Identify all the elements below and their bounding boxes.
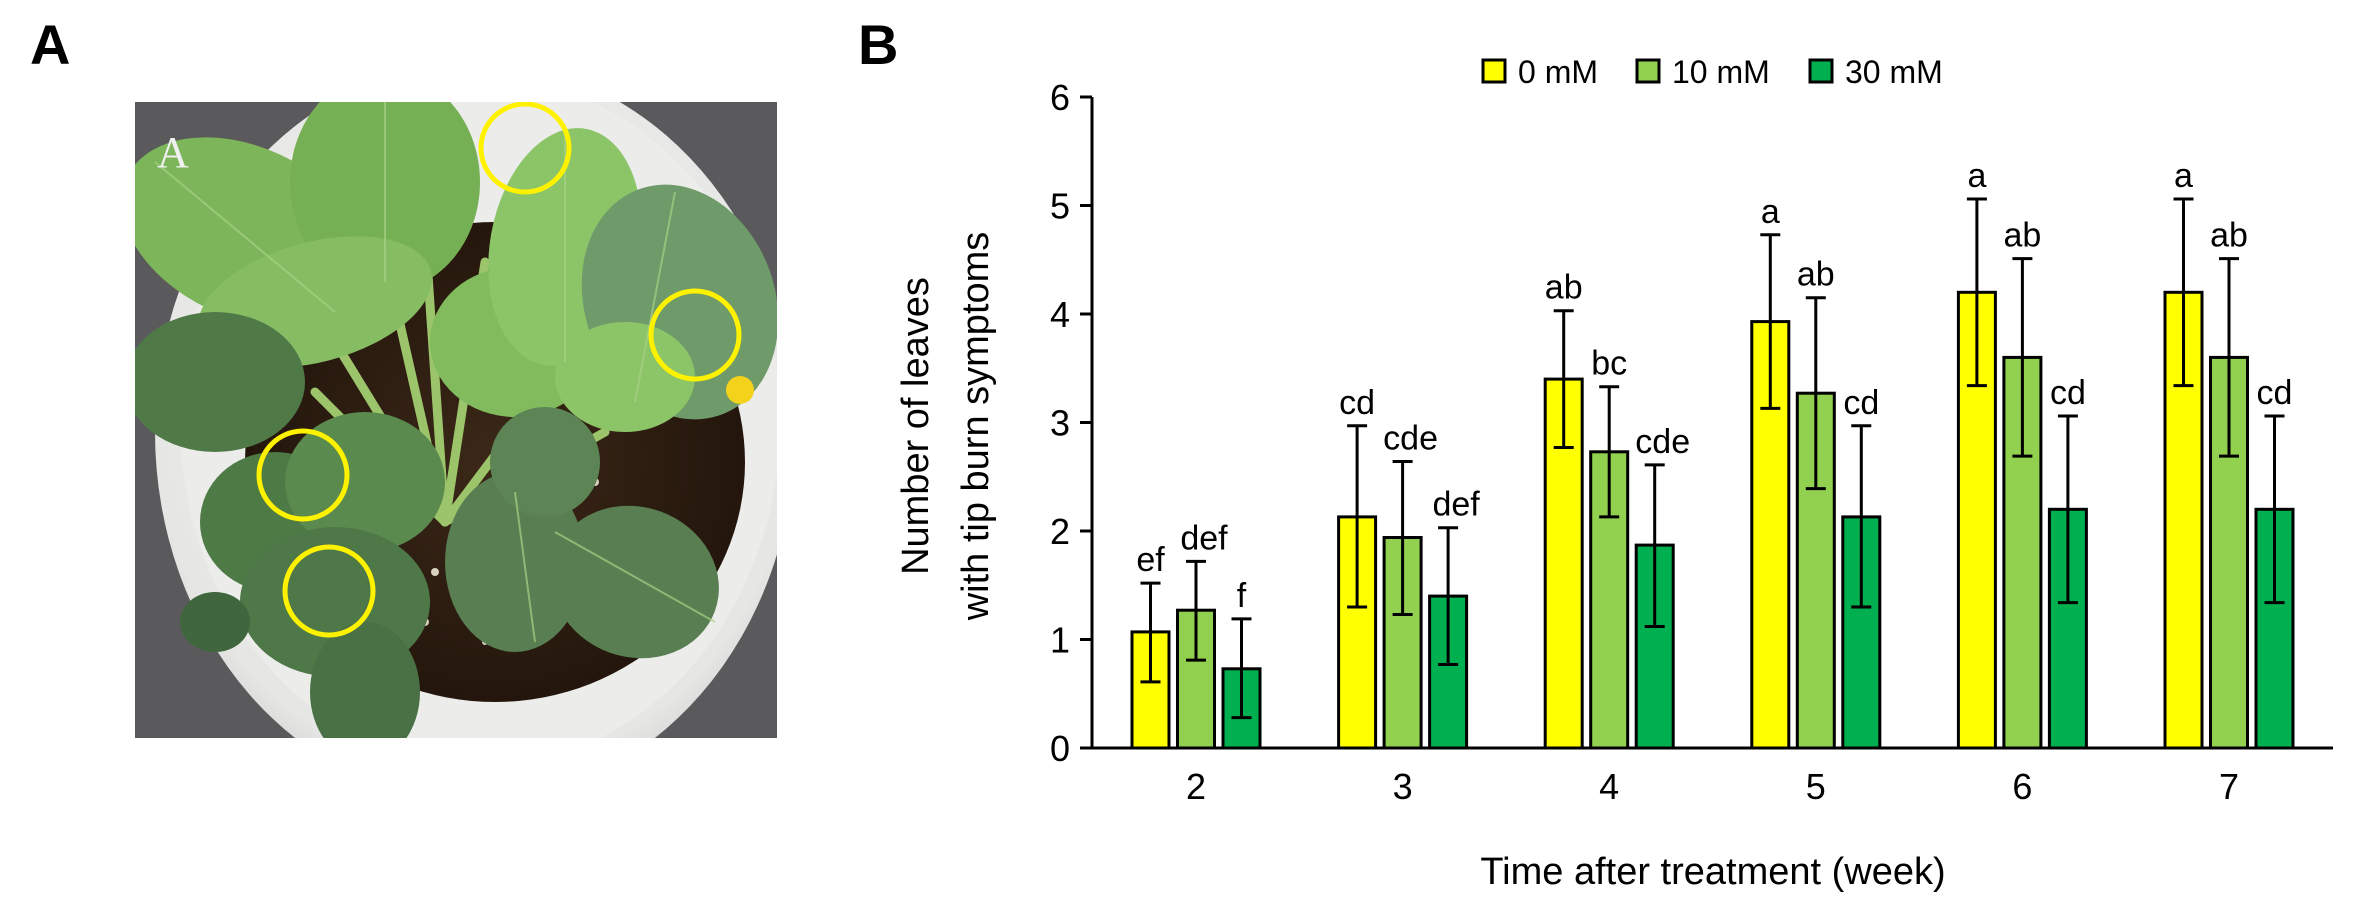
significance-letter: cd bbox=[2050, 374, 2086, 412]
legend: 0 mM 10 mM 30 mM bbox=[1481, 54, 1943, 90]
leaves bbox=[135, 102, 777, 738]
y-axis: 0 1 2 3 4 5 6 bbox=[1050, 77, 1094, 769]
bar-group-week-6: aab cd bbox=[1956, 157, 2088, 750]
significance-letter: cde bbox=[1635, 423, 1690, 461]
significance-letter: a bbox=[2174, 157, 2193, 195]
x-tick-label: 2 bbox=[1186, 766, 1206, 807]
strawberry-plant-photo: A bbox=[135, 102, 777, 738]
x-axis-label: Time after treatment (week) bbox=[1480, 851, 1945, 893]
significance-letter: cde bbox=[1383, 420, 1438, 458]
panel-label-a: A bbox=[30, 13, 71, 76]
y-tick-label: 4 bbox=[1050, 294, 1070, 335]
y-tick-label: 6 bbox=[1050, 77, 1070, 118]
significance-letter: ef bbox=[1136, 541, 1165, 579]
significance-letter: def bbox=[1432, 486, 1480, 524]
bar-group-week-5: aab cd bbox=[1750, 193, 1882, 750]
legend-item: 10 mM bbox=[1635, 54, 1770, 90]
tipburn-circle bbox=[478, 102, 572, 195]
legend-label: 10 mM bbox=[1672, 54, 1770, 90]
significance-letter: ab bbox=[2003, 217, 2041, 255]
x-tick-label: 4 bbox=[1599, 766, 1619, 807]
x-tick-label: 6 bbox=[2012, 766, 2032, 807]
significance-letter: bc bbox=[1591, 345, 1627, 383]
y-axis-label-line-2: with tip burn symptoms bbox=[955, 232, 997, 622]
y-tick-label: 5 bbox=[1050, 186, 1070, 227]
y-tick-label: 0 bbox=[1050, 728, 1070, 769]
y-tick-label: 1 bbox=[1050, 620, 1070, 661]
legend-item: 0 mM bbox=[1481, 54, 1598, 90]
legend-label: 30 mM bbox=[1845, 54, 1943, 90]
x-tick-label: 7 bbox=[2219, 766, 2239, 807]
significance-letter: a bbox=[1761, 193, 1780, 231]
significance-letter: cd bbox=[1843, 384, 1879, 422]
significance-letter: ab bbox=[1545, 269, 1583, 307]
significance-letter: ab bbox=[2210, 217, 2248, 255]
legend-label: 0 mM bbox=[1518, 54, 1598, 90]
x-tick-label: 3 bbox=[1393, 766, 1413, 807]
significance-letter: ab bbox=[1797, 256, 1835, 294]
legend-swatch bbox=[1635, 58, 1661, 84]
bar-group-week-7: aab cd bbox=[2163, 157, 2295, 750]
legend-swatch bbox=[1808, 58, 1834, 84]
legend-swatch bbox=[1481, 58, 1507, 84]
tipburn-circle bbox=[256, 428, 350, 522]
x-tick-label: 5 bbox=[1806, 766, 1826, 807]
y-tick-label: 2 bbox=[1050, 511, 1070, 552]
leaf-veins bbox=[154, 102, 716, 643]
panel-label-b: B bbox=[858, 13, 899, 76]
x-axis: 2 3 4 5 6 7 bbox=[1092, 746, 2333, 807]
significance-letter: f bbox=[1237, 577, 1247, 615]
significance-letter: cd bbox=[1339, 384, 1375, 422]
significance-letter: cd bbox=[2257, 374, 2293, 412]
y-axis-label-line-1: Number of leaves bbox=[895, 277, 937, 575]
tipburn-highlights bbox=[256, 102, 742, 638]
significance-letter: a bbox=[1967, 157, 1986, 195]
tipburn-circle bbox=[282, 544, 376, 638]
y-tick-label: 3 bbox=[1050, 403, 1070, 444]
legend-item: 30 mM bbox=[1808, 54, 1943, 90]
photo-inner-label: A bbox=[157, 128, 189, 177]
significance-letter: def bbox=[1180, 519, 1228, 557]
yellow-tag bbox=[726, 376, 754, 404]
tipburn-circle bbox=[648, 288, 742, 382]
